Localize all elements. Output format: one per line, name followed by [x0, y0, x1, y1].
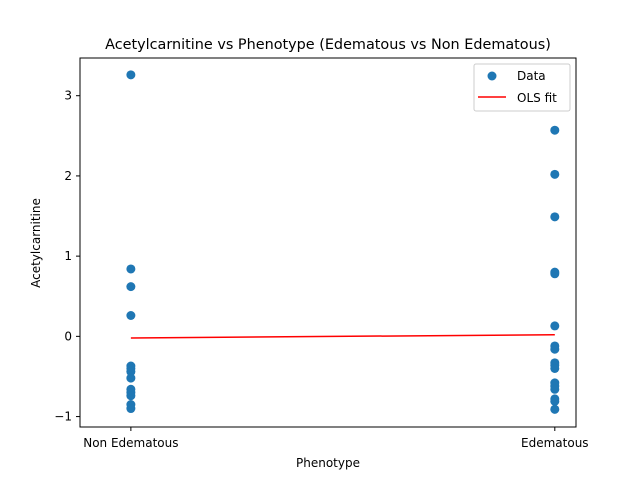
legend-label-data: Data	[517, 69, 546, 83]
plot-area: −1 0 1 2 3 Non Edematous Edematous	[54, 57, 589, 450]
legend-label-ols-fit: OLS fit	[517, 91, 557, 105]
data-point	[550, 212, 560, 222]
data-point	[550, 321, 560, 331]
legend-box	[473, 63, 571, 112]
legend-marker-data	[487, 71, 497, 81]
y-tick-label: 0	[64, 329, 72, 343]
legend: Data OLS fit	[473, 63, 571, 112]
data-point	[550, 269, 560, 279]
data-point	[550, 169, 560, 179]
data-point	[126, 264, 136, 274]
x-tick-label: Non Edematous	[83, 436, 178, 450]
data-point	[126, 70, 136, 80]
data-point	[550, 344, 560, 354]
y-axis-label: Acetylcarnitine	[29, 198, 43, 288]
chart-title: Acetylcarnitine vs Phenotype (Edematous …	[105, 37, 551, 53]
data-point	[550, 384, 560, 394]
data-point	[126, 391, 136, 401]
data-point	[126, 367, 136, 377]
data-point	[550, 363, 560, 373]
data-point	[550, 396, 560, 406]
y-tick-label: 1	[64, 249, 72, 263]
axes-frame	[79, 57, 577, 428]
data-point	[550, 125, 560, 135]
y-tick-label: −1	[54, 410, 72, 424]
x-axis-label: Phenotype	[296, 456, 360, 470]
y-tick-label: 3	[64, 89, 72, 103]
x-tick-label: Edematous	[521, 436, 589, 450]
ols-fit-line	[130, 334, 555, 339]
data-point	[126, 404, 136, 414]
data-point	[550, 404, 560, 414]
data-point	[126, 373, 136, 383]
data-point	[126, 310, 136, 320]
data-point	[126, 282, 136, 292]
y-tick-label: 2	[64, 169, 72, 183]
